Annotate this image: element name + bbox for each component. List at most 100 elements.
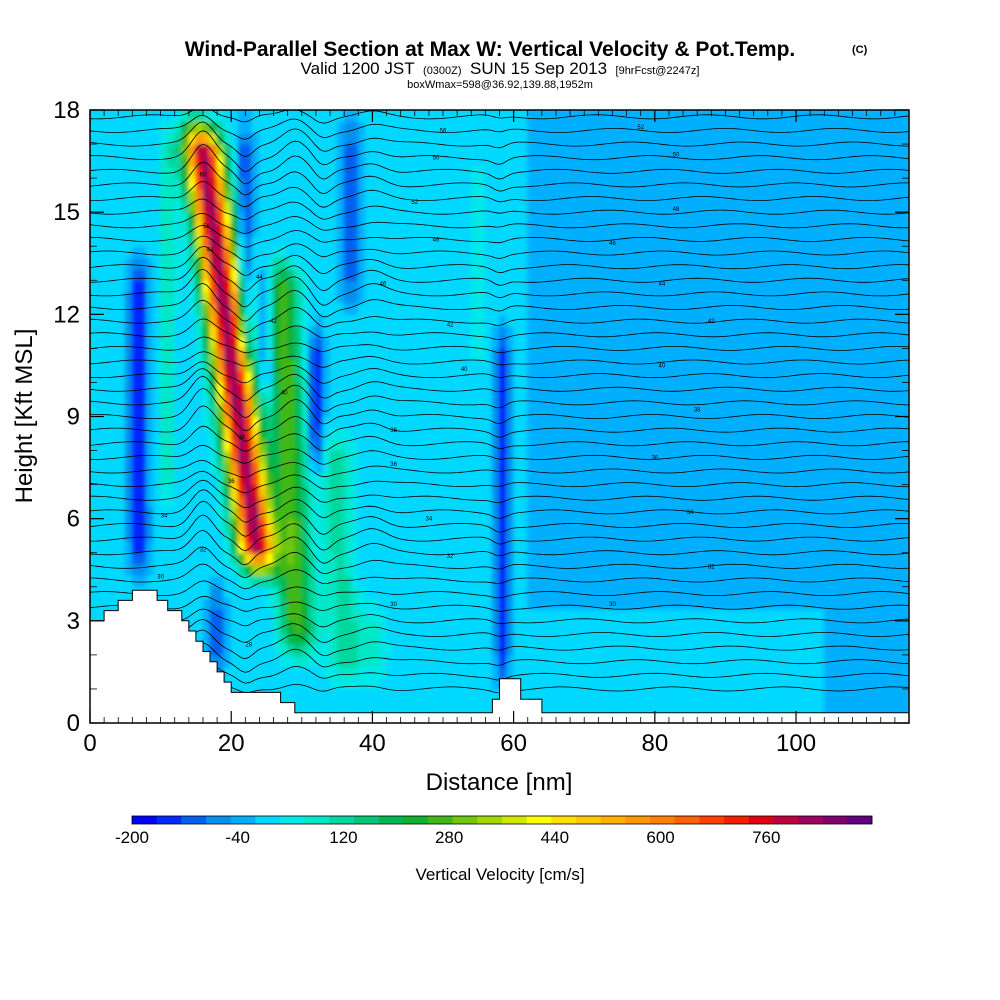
- field-cell: [393, 506, 402, 520]
- field-cell: [527, 313, 536, 327]
- field-cell: [682, 620, 691, 633]
- field-cell: [287, 608, 296, 622]
- field-cell: [661, 427, 670, 440]
- field-cell: [873, 518, 882, 531]
- field-cell: [894, 552, 903, 565]
- field-cell: [604, 302, 613, 315]
- field-cell: [626, 620, 635, 633]
- field-cell: [477, 699, 486, 713]
- field-cell: [816, 427, 825, 440]
- field-cell: [590, 540, 599, 554]
- field-cell: [696, 370, 705, 383]
- field-cell: [301, 359, 310, 372]
- field-cell: [894, 302, 903, 315]
- field-cell: [407, 234, 416, 247]
- field-cell: [407, 461, 416, 474]
- field-cell: [110, 268, 119, 281]
- field-cell: [244, 643, 253, 656]
- field-cell: [513, 563, 522, 576]
- field-cell: [520, 257, 529, 270]
- field-cell: [668, 416, 677, 429]
- field-cell: [873, 257, 882, 270]
- field-cell: [273, 347, 282, 361]
- field-cell: [153, 472, 162, 486]
- field-cell: [640, 484, 649, 497]
- field-cell: [449, 461, 458, 474]
- field-cell: [844, 563, 854, 576]
- field-cell: [731, 325, 741, 338]
- field-cell: [788, 257, 797, 270]
- field-cell: [287, 688, 296, 701]
- field-cell: [484, 552, 493, 565]
- field-cell: [470, 438, 479, 452]
- field-cell: [689, 291, 698, 304]
- field-cell: [209, 279, 218, 293]
- field-cell: [647, 529, 656, 542]
- field-cell: [266, 665, 275, 679]
- field-cell: [216, 325, 225, 338]
- field-cell: [258, 506, 268, 520]
- field-cell: [421, 518, 430, 531]
- field-cell: [668, 631, 677, 645]
- field-cell: [371, 688, 380, 701]
- field-cell: [534, 665, 543, 679]
- field-cell: [675, 631, 684, 645]
- field-cell: [555, 472, 564, 486]
- field-cell: [760, 608, 769, 622]
- field-cell: [774, 506, 783, 520]
- field-cell: [251, 438, 260, 452]
- field-cell: [717, 359, 726, 372]
- field-cell: [597, 597, 606, 610]
- field-cell: [258, 450, 268, 463]
- field-cell: [96, 245, 105, 259]
- field-cell: [604, 529, 613, 542]
- field-cell: [731, 416, 741, 429]
- field-cell: [244, 416, 253, 429]
- field-cell: [513, 529, 522, 542]
- field-cell: [181, 540, 190, 554]
- field-cell: [287, 597, 296, 610]
- field-cell: [590, 245, 599, 259]
- field-cell: [153, 336, 162, 349]
- field-cell: [336, 450, 345, 463]
- field-cell: [145, 574, 155, 588]
- field-cell: [449, 313, 458, 327]
- field-cell: [583, 393, 592, 406]
- field-cell: [731, 359, 741, 372]
- field-cell: [703, 540, 712, 554]
- field-cell: [626, 370, 635, 383]
- field-cell: [844, 234, 854, 247]
- field-cell: [866, 574, 875, 588]
- field-cell: [816, 540, 825, 554]
- field-cell: [520, 495, 529, 508]
- field-cell: [654, 540, 663, 554]
- field-cell: [435, 234, 444, 247]
- field-cell: [774, 461, 783, 474]
- field-cell: [96, 291, 105, 304]
- field-cell: [322, 506, 331, 520]
- field-cell: [774, 608, 783, 622]
- field-cell: [724, 665, 733, 679]
- field-cell: [336, 234, 345, 247]
- field-cell: [746, 484, 755, 497]
- field-cell: [844, 245, 854, 259]
- field-cell: [280, 665, 289, 679]
- field-cell: [470, 608, 479, 622]
- field-cell: [724, 677, 733, 690]
- field-cell: [604, 484, 613, 497]
- field-cell: [710, 608, 719, 622]
- field-cell: [138, 484, 147, 497]
- field-cell: [739, 484, 748, 497]
- field-cell: [350, 563, 359, 576]
- field-cell: [739, 495, 748, 508]
- field-cell: [774, 699, 783, 713]
- field-cell: [301, 495, 310, 508]
- field-cell: [887, 313, 896, 327]
- field-cell: [160, 291, 169, 304]
- field-cell: [378, 699, 388, 713]
- field-cell: [604, 472, 613, 486]
- field-cell: [795, 586, 804, 599]
- field-cell: [894, 359, 903, 372]
- field-cell: [315, 688, 324, 701]
- field-cell: [301, 540, 310, 554]
